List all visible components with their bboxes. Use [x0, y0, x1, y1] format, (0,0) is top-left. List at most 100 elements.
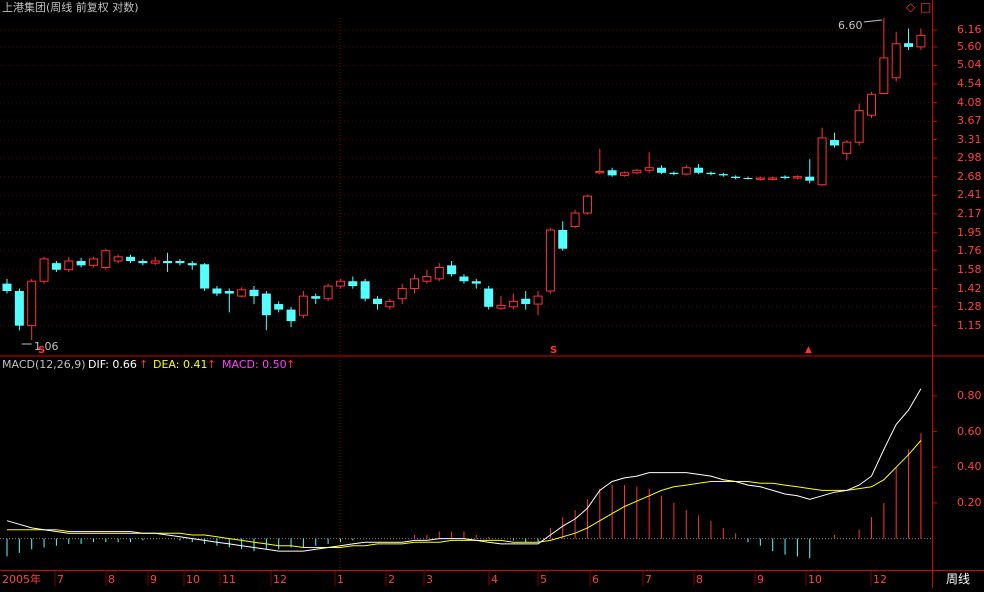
- time-tick-label: 10: [808, 573, 822, 586]
- candle-body-down: [607, 170, 617, 176]
- price-tick-label: 1.58: [957, 262, 982, 276]
- candle-body-up: [792, 176, 802, 179]
- candle-body-up: [879, 57, 889, 94]
- event-marker-s[interactable]: S: [550, 345, 558, 356]
- event-marker-s[interactable]: S: [38, 345, 46, 356]
- candle-body-down: [212, 288, 222, 294]
- candle-body-down: [224, 291, 234, 294]
- candle-body-down: [274, 304, 284, 310]
- candle-body-up: [755, 177, 765, 180]
- dea-label: DEA: 0.41: [153, 358, 208, 371]
- candle-body-down: [14, 291, 24, 326]
- time-tick-label: 2005年: [2, 573, 41, 586]
- price-tick-label: 2.17: [957, 206, 982, 220]
- candle-body-down: [780, 176, 790, 179]
- time-tick-label: 12: [273, 573, 287, 586]
- candle-body-down: [558, 229, 568, 249]
- candle-body-up: [620, 172, 629, 176]
- candle-body-up: [150, 260, 160, 264]
- candle-body-up: [533, 295, 543, 305]
- period-button[interactable]: 周线: [946, 572, 971, 586]
- candle-body-down: [51, 263, 61, 270]
- candle-body-up: [842, 141, 852, 154]
- time-tick-label: 10: [186, 573, 200, 586]
- time-tick-label: 12: [873, 573, 887, 586]
- candle-body-down: [360, 281, 370, 299]
- restore-icon[interactable]: □: [920, 0, 932, 14]
- high-pointer: [863, 19, 882, 23]
- time-tick-label: 9: [757, 573, 764, 586]
- candle-body-down: [521, 298, 531, 305]
- time-tick-label: 11: [222, 573, 236, 586]
- candle-body-up: [101, 250, 111, 269]
- dif-line: [6, 388, 922, 552]
- candle-body-up: [27, 280, 37, 327]
- candle-body-down: [447, 265, 457, 275]
- candle-body-up: [113, 256, 123, 262]
- price-tick-label: 1.95: [957, 225, 982, 239]
- candle-body-up: [854, 110, 864, 143]
- macd-tick-label: 0.40: [957, 460, 982, 474]
- candle-body-down: [484, 288, 494, 307]
- candle-body-down: [829, 140, 839, 146]
- candle-body-down: [657, 167, 667, 173]
- dea-line: [7, 440, 922, 548]
- candle-body-up: [916, 34, 926, 48]
- candle-body-up: [508, 300, 518, 308]
- candle-body-up: [88, 258, 98, 266]
- candle-body-up: [39, 258, 49, 282]
- candle-body-down: [76, 261, 86, 266]
- event-marker-triangle[interactable]: ▲: [805, 345, 812, 355]
- candle-body-down: [348, 281, 358, 287]
- low-price-label: 1.06: [34, 340, 59, 353]
- time-tick-label: 7: [645, 573, 652, 586]
- price-tick-label: 1.15: [957, 318, 982, 332]
- candle-body-up: [768, 177, 778, 180]
- price-tick-label: 6.16: [957, 23, 982, 37]
- candle-body-up: [385, 300, 395, 308]
- candle-body-up: [397, 288, 407, 300]
- diamond-icon[interactable]: ◇: [906, 0, 916, 14]
- candle-body-up: [681, 167, 691, 175]
- time-tick-label: 2: [388, 573, 395, 586]
- candle-body-down: [669, 172, 679, 175]
- time-tick-label: 1: [337, 573, 344, 586]
- candle-body-down: [187, 263, 197, 266]
- candle-body-up: [323, 285, 333, 300]
- price-tick-label: 1.76: [957, 243, 982, 257]
- candle-body-down: [731, 176, 741, 179]
- price-tick-label: 1.42: [957, 281, 982, 295]
- price-tick-label: 4.08: [957, 95, 982, 109]
- macd-tick-label: 0.80: [957, 388, 982, 402]
- candle-body-up: [570, 212, 580, 227]
- candle-body-up: [644, 167, 654, 171]
- time-tick-label: 9: [150, 573, 157, 586]
- candle-body-up: [496, 304, 506, 309]
- time-tick-label: 8: [108, 573, 115, 586]
- candle-body-down: [175, 261, 185, 264]
- candle-body-up: [335, 280, 345, 287]
- candle-body-down: [163, 261, 173, 264]
- candle-body-up: [237, 289, 247, 297]
- price-tick-label: 2.68: [957, 169, 982, 183]
- candle-body-down: [126, 256, 135, 262]
- candle-body-up: [298, 295, 308, 316]
- candle-body-up: [867, 93, 876, 116]
- candle-body-up: [545, 229, 555, 292]
- price-tick-label: 3.67: [957, 114, 982, 128]
- time-tick-label: 4: [491, 573, 498, 586]
- page-title: 上港集团(周线 前复权 对数): [2, 1, 139, 14]
- candle-body-up: [410, 278, 420, 290]
- time-tick-label: 8: [696, 573, 703, 586]
- time-tick-label: 6: [592, 573, 599, 586]
- time-tick-label: 3: [426, 573, 433, 586]
- candle-body-down: [743, 178, 753, 180]
- price-tick-label: 4.54: [957, 76, 982, 90]
- indicator-name: MACD(12,26,9): [2, 358, 86, 371]
- candle-body-up: [891, 43, 901, 79]
- dif-label: DIF: 0.66: [88, 358, 137, 371]
- candle-body-up: [595, 171, 605, 174]
- candle-body-up: [64, 260, 74, 271]
- candle-body-up: [632, 169, 642, 174]
